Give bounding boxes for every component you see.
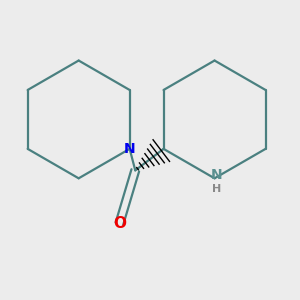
- Text: N: N: [124, 142, 136, 156]
- Text: O: O: [113, 216, 126, 231]
- Text: H: H: [212, 184, 221, 194]
- Text: N: N: [211, 168, 223, 182]
